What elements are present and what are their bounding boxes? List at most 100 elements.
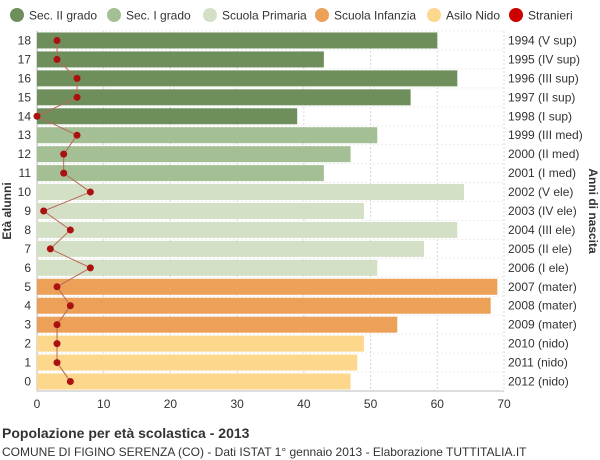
x-tick-label: 30: [230, 397, 244, 411]
bar: [37, 203, 364, 219]
age-tick-label: 10: [18, 185, 32, 199]
x-tick-label: 70: [497, 397, 511, 411]
birth-tick-label: 1997 (II sup): [508, 90, 575, 104]
legend-item: Asilo Nido: [427, 8, 500, 23]
birth-tick-label: 2012 (nido): [508, 375, 569, 389]
legend-item: Sec. I grado: [107, 8, 191, 23]
birth-tick-label: 2005 (II ele): [508, 242, 572, 256]
birth-tick-label: 2000 (II med): [508, 147, 579, 161]
x-tick-label: 0: [34, 397, 41, 411]
legend-label: Scuola Infanzia: [334, 9, 416, 23]
age-tick-label: 8: [24, 223, 31, 237]
age-tick-label: 1: [24, 356, 31, 370]
birth-tick-label: 2008 (mater): [508, 299, 577, 313]
bar: [37, 278, 498, 295]
stranieri-point: [60, 150, 68, 158]
legend-label: Stranieri: [528, 9, 573, 23]
x-tick-label: 50: [364, 397, 378, 411]
bar: [37, 70, 458, 87]
birth-tick-label: 2002 (V ele): [508, 185, 573, 199]
birth-tick-label: 2007 (mater): [508, 280, 577, 294]
stranieri-point: [46, 245, 54, 253]
legend-label: Scuola Primaria: [222, 9, 307, 23]
stranieri-point: [40, 207, 48, 215]
bar: [37, 354, 358, 371]
bar: [37, 259, 378, 276]
birth-tick-label: 2006 (I ele): [508, 261, 569, 275]
age-tick-label: 13: [18, 128, 32, 142]
stranieri-point: [73, 93, 81, 101]
bar: [37, 240, 424, 257]
birth-tick-label: 2004 (III ele): [508, 223, 575, 237]
bar: [37, 316, 398, 333]
age-tick-label: 2: [24, 337, 31, 351]
bar: [37, 373, 351, 390]
legend: Sec. II grado Sec. I grado Scuola Primaria…: [10, 8, 573, 23]
x-tick-label: 20: [164, 397, 178, 411]
age-tick-label: 4: [24, 299, 31, 313]
legend-label: Asilo Nido: [446, 9, 500, 23]
stranieri-point: [86, 264, 94, 272]
birth-tick-label: 2009 (mater): [508, 318, 577, 332]
legend-item: Stranieri: [509, 8, 573, 23]
x-tick-label: 10: [97, 397, 111, 411]
stranieri-point: [53, 359, 61, 367]
stranieri-point: [73, 74, 81, 82]
bar: [37, 108, 298, 125]
birth-tick-label: 2010 (nido): [508, 337, 569, 351]
bar: [37, 146, 351, 163]
age-tick-label: 3: [24, 318, 31, 332]
bars: [37, 32, 498, 390]
bar: [37, 32, 438, 49]
age-tick-label: 17: [18, 52, 32, 66]
age-tick-label: 18: [18, 33, 32, 47]
stranieri-point: [73, 131, 81, 139]
age-tick-label: 0: [24, 375, 31, 389]
birth-year-tick-labels: 1994 (V sup) 1995 (IV sup) 1996 (III sup) 1…: [508, 33, 583, 388]
birth-tick-label: 1999 (III med): [508, 128, 583, 142]
legend-item: Sec. II grado: [10, 8, 97, 23]
birth-tick-label: 1995 (IV sup): [508, 52, 580, 66]
legend-label: Sec. II grado: [29, 9, 97, 23]
age-tick-label: 14: [18, 109, 32, 123]
age-tick-label: 16: [18, 71, 32, 85]
bar: [37, 297, 491, 314]
stranieri-point: [66, 302, 74, 310]
x-tick-label: 60: [431, 397, 445, 411]
age-tick-label: 12: [18, 147, 32, 161]
stranieri-point: [66, 226, 74, 234]
chart-subtitle: COMUNE DI FIGINO SERENZA (CO) - Dati IST…: [2, 445, 527, 459]
legend-item: Scuola Primaria: [203, 8, 307, 23]
legend-swatch: [107, 8, 121, 22]
stranieri-point: [33, 112, 41, 120]
legend-item: Scuola Infanzia: [315, 8, 416, 23]
stranieri-point: [53, 283, 61, 291]
bar: [37, 165, 324, 182]
y-axis-label-right: Anni di nascita: [586, 168, 600, 254]
age-tick-label: 7: [24, 242, 31, 256]
age-tick-label: 9: [24, 204, 31, 218]
stranieri-point: [86, 188, 94, 196]
x-tick-labels: 0 10 20 30 40 50 60 70: [34, 397, 511, 411]
birth-tick-label: 2003 (IV ele): [508, 204, 577, 218]
birth-tick-label: 1998 (I sup): [508, 109, 572, 123]
stranieri-point: [53, 55, 61, 63]
bar: [37, 335, 364, 352]
age-tick-label: 11: [19, 166, 32, 180]
chart-title: Popolazione per età scolastica - 2013: [2, 425, 250, 441]
stranieri-point: [60, 169, 68, 177]
bar: [37, 127, 378, 144]
legend-swatch: [509, 8, 523, 22]
x-tick-label: 40: [297, 397, 311, 411]
bar: [37, 89, 411, 106]
stranieri-point: [53, 340, 61, 348]
stranieri-series: [33, 36, 94, 386]
bar: [37, 51, 324, 68]
stranieri-point: [53, 321, 61, 329]
y-axis-label-left: Età alunni: [0, 182, 14, 239]
birth-tick-label: 2011 (nido): [508, 356, 568, 370]
legend-swatch: [10, 8, 24, 22]
birth-tick-label: 1994 (V sup): [508, 33, 577, 47]
age-tick-label: 6: [24, 261, 31, 275]
